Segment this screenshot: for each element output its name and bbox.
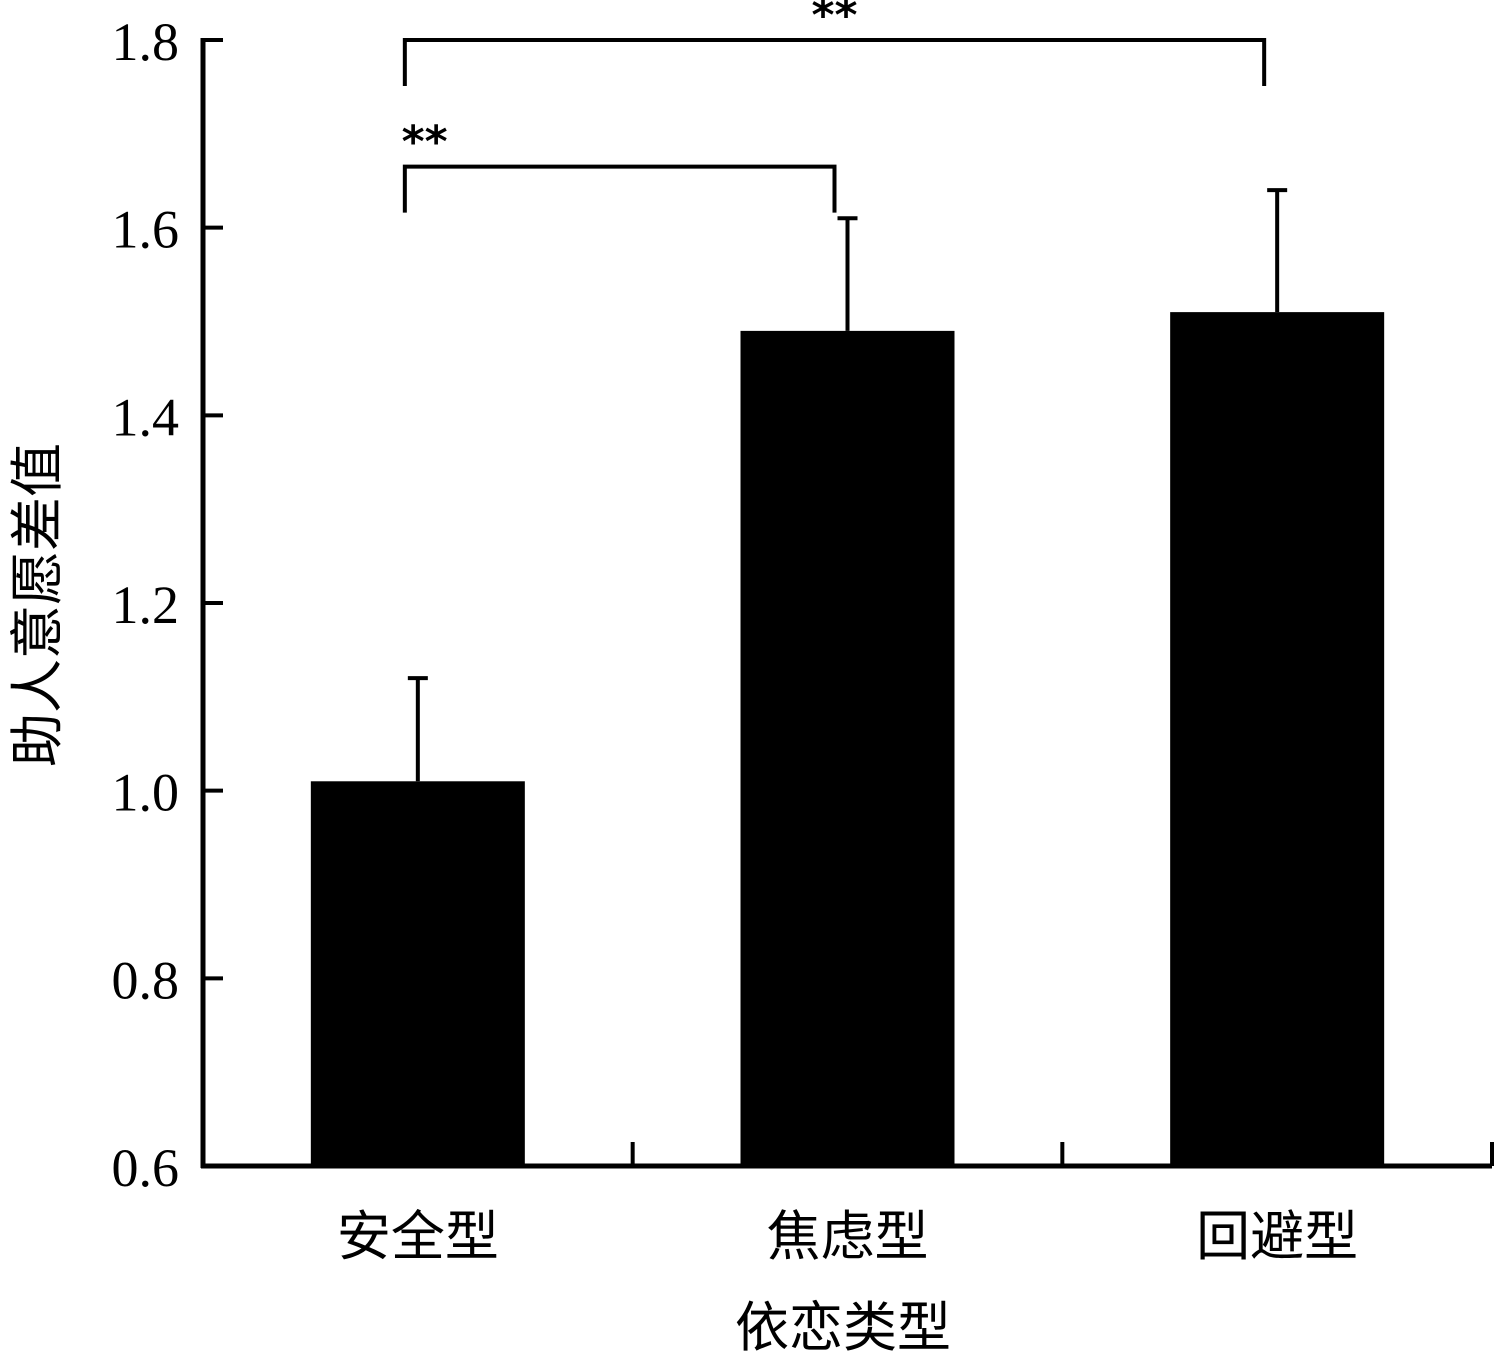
significance-group: ** ** [402,0,1267,213]
y-tick-label-7: 1.8 [112,12,180,72]
x-category-label-1: 安全型 [337,1205,499,1268]
bar-3 [1170,312,1385,1166]
bar-2 [740,330,955,1167]
bar-1 [310,781,525,1166]
y-tick-label-6: 1.6 [112,200,180,260]
significance-label-2: ** [811,0,857,41]
x-category-label-3: 回避型 [1196,1205,1358,1268]
error-bars-group [407,188,1288,782]
y-ticks-group: 0.6 0.8 1.0 1.2 1.4 1.6 1.8 [112,12,223,1198]
y-tick-label-5: 1.4 [112,387,180,447]
significance-label-1: ** [402,117,448,168]
y-axis-title: 助人意愿差值 [6,443,69,767]
y-tick-label-3: 1.0 [112,763,180,823]
x-category-label-2: 焦虑型 [767,1205,929,1268]
y-tick-label-1: 0.6 [112,1138,180,1198]
bars-group [310,312,1385,1167]
x-axis-title: 依恋类型 [735,1296,951,1358]
y-tick-label-4: 1.2 [112,575,180,635]
x-labels-group: 安全型 焦虑型 回避型 [337,1205,1358,1268]
y-tick-label-2: 0.8 [112,950,180,1010]
significance-bracket-2 [402,38,1267,86]
significance-bracket-1 [402,164,837,213]
